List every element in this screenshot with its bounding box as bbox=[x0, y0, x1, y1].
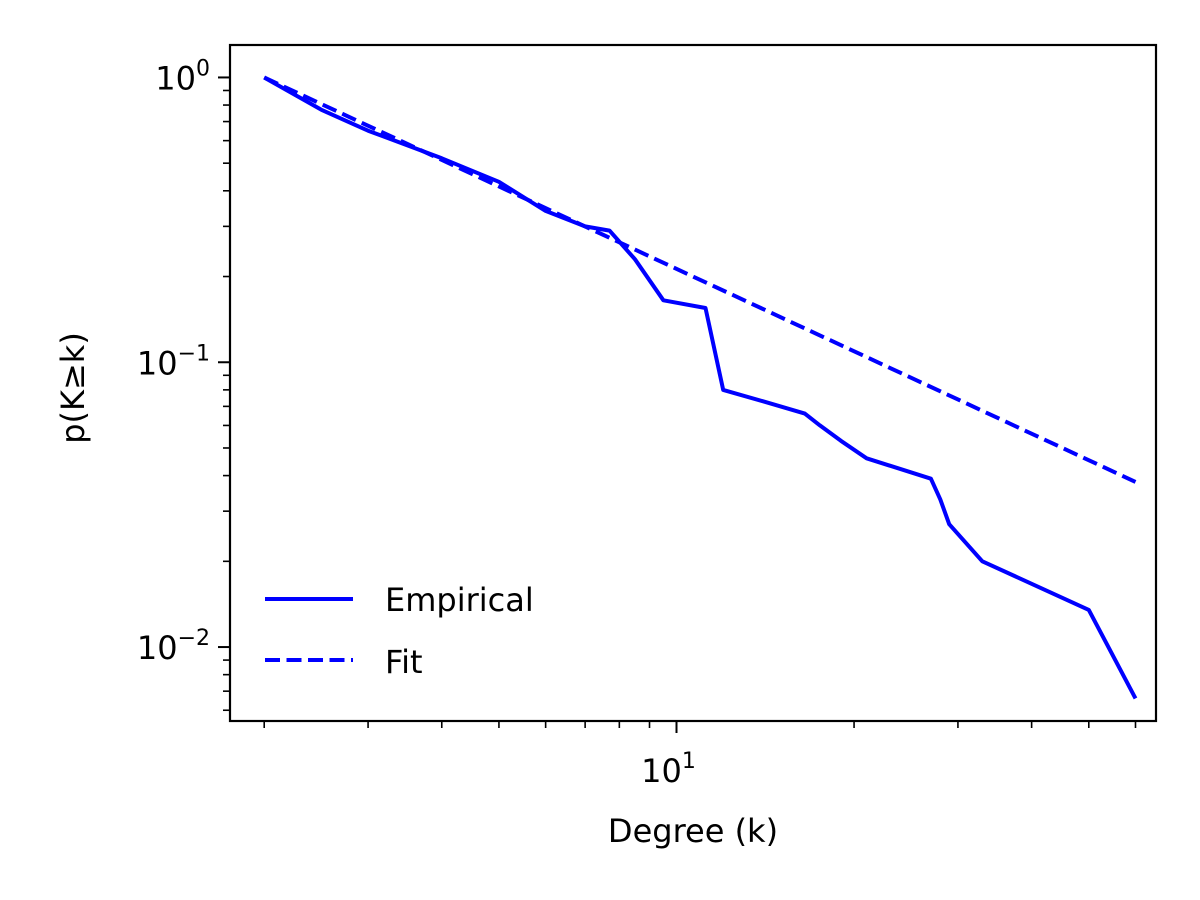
plot-frame bbox=[228, 43, 1158, 723]
series-line-empirical bbox=[263, 75, 1138, 700]
y-axis-label: p(K≥k) bbox=[54, 332, 92, 444]
y-tick-exponent: 0 bbox=[196, 56, 210, 81]
y-tick-exponent: −1 bbox=[178, 341, 210, 366]
x-axis-label: Degree (k) bbox=[608, 812, 778, 850]
y-tick-label: 10−2 bbox=[137, 626, 210, 667]
legend: Empirical Fit bbox=[265, 581, 534, 681]
legend-label-fit: Fit bbox=[385, 643, 423, 681]
legend-label-empirical: Empirical bbox=[385, 581, 534, 619]
series-line-fit bbox=[263, 75, 1137, 484]
x-tick-exponent: 1 bbox=[682, 749, 696, 774]
y-tick-exponent: −2 bbox=[178, 626, 210, 651]
series-layer bbox=[263, 75, 1138, 700]
